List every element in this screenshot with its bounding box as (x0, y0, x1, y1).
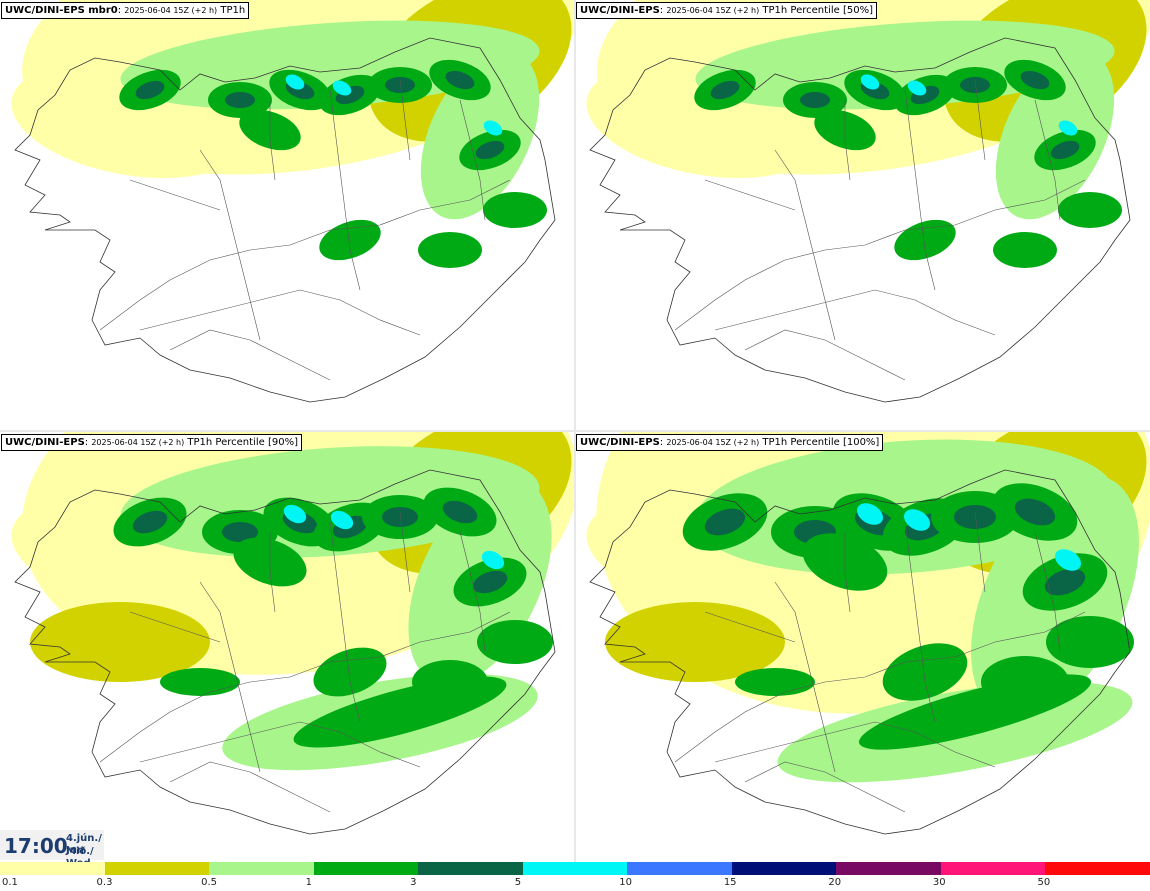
colorbar-swatch (418, 862, 523, 875)
panel-title: UWC/DINI-EPS mbr0: 2025-06-04 15Z (+2 h)… (1, 2, 250, 19)
colorbar-swatch (209, 862, 314, 875)
colorbar-swatch (104, 862, 210, 875)
colorbar-label: 0.3 (96, 877, 113, 888)
field-name: TP1h Percentile [90%] (187, 437, 298, 448)
run-time: 2025-06-04 15Z (+2 h) (91, 438, 185, 447)
colorbar-label: 0.5 (201, 877, 217, 888)
run-time: 2025-06-04 15Z (+2 h) (666, 6, 760, 15)
colorbar-label: 15 (723, 877, 737, 888)
colorbar-swatch (522, 862, 628, 875)
model-name: UWC/DINI-EPS (580, 437, 660, 448)
colorbar-label: 50 (1037, 877, 1051, 888)
valid-time: 17:00 (4, 834, 68, 858)
colorbar-swatch (1045, 862, 1150, 875)
run-time: 2025-06-04 15Z (+2 h) (666, 438, 760, 447)
colorbar-swatch (313, 862, 419, 875)
map-panel-p50: UWC/DINI-EPS: 2025-06-04 15Z (+2 h) TP1h… (575, 0, 1150, 430)
colorbar-label: 30 (932, 877, 946, 888)
valid-time-box: 17:00 4.jún./ Jun Mið./ Wed (0, 830, 104, 869)
field-name: TP1h Percentile [50%] (762, 5, 873, 16)
precipitation-colorbar (0, 862, 1150, 875)
colorbar-label: 10 (619, 877, 632, 888)
precipitation-map (11, 0, 575, 403)
field-name: TP1h Percentile [100%] (762, 437, 880, 448)
precipitation-map (586, 0, 1150, 403)
precipitation-map (586, 432, 1150, 835)
run-time: 2025-06-04 15Z (+2 h) (124, 6, 218, 15)
model-name: UWC/DINI-EPS (580, 5, 660, 16)
colorbar-label: 1 (305, 877, 312, 888)
map-panel-p100: UWC/DINI-EPS: 2025-06-04 15Z (+2 h) TP1h… (575, 432, 1150, 862)
colorbar-swatch (940, 862, 1046, 875)
field-name: TP1h (220, 5, 246, 16)
colorbar-label: 0.1 (2, 877, 18, 888)
colorbar-labels: 0.1 0.3 0.5 1 3 5 10 15 20 30 50 (0, 876, 1150, 890)
model-name: UWC/DINI-EPS mbr0 (5, 5, 118, 16)
map-panel-p90: UWC/DINI-EPS: 2025-06-04 15Z (+2 h) TP1h… (0, 432, 575, 862)
panel-title: UWC/DINI-EPS: 2025-06-04 15Z (+2 h) TP1h… (576, 2, 877, 19)
colorbar-swatch (836, 862, 941, 875)
colorbar-swatch (627, 862, 732, 875)
panel-divider (0, 430, 1150, 432)
colorbar-label: 5 (514, 877, 522, 888)
panel-title: UWC/DINI-EPS: 2025-06-04 15Z (+2 h) TP1h… (1, 434, 302, 451)
model-name: UWC/DINI-EPS (5, 437, 85, 448)
panel-title: UWC/DINI-EPS: 2025-06-04 15Z (+2 h) TP1h… (576, 434, 884, 451)
map-panel-mbr0: UWC/DINI-EPS mbr0: 2025-06-04 15Z (+2 h)… (0, 0, 575, 430)
precipitation-map (11, 432, 575, 835)
colorbar-swatch (731, 862, 837, 875)
colorbar-label: 3 (410, 877, 417, 888)
colorbar-label: 20 (828, 877, 842, 888)
colorbar-swatch (0, 862, 105, 875)
valid-date: 4.jún./ Jun (66, 833, 102, 856)
